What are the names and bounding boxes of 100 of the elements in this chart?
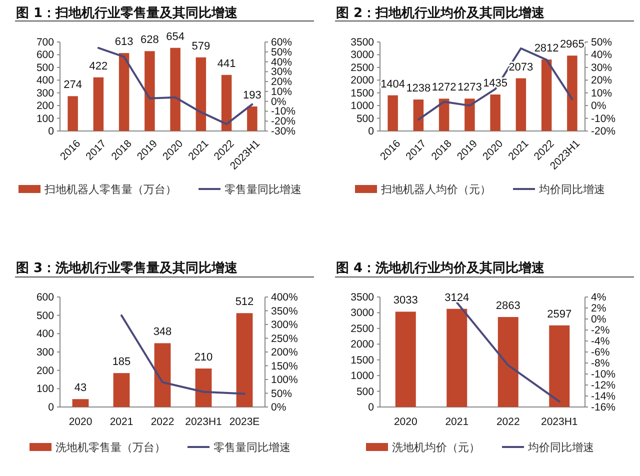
- y2-tick-label: 10%: [591, 87, 612, 100]
- x-tick-label: 2022: [496, 416, 520, 428]
- y2-tick-label: -2%: [591, 324, 610, 336]
- x-tick-label: 2023E: [229, 416, 260, 428]
- data-label: 3033: [393, 294, 418, 307]
- data-label: 43: [74, 382, 87, 394]
- bar: [498, 317, 518, 407]
- x-tick-label: 2020: [68, 416, 92, 428]
- y-tick-label: 1000: [350, 370, 374, 382]
- bar: [464, 98, 475, 131]
- x-tick-label: 2023H1: [540, 416, 578, 428]
- y-tick-label: 400: [36, 328, 54, 340]
- bar: [549, 325, 570, 407]
- x-tick-label: 2021: [110, 416, 134, 428]
- data-label: 579: [192, 40, 210, 52]
- y-tick-label: 3500: [350, 36, 374, 48]
- chart-title: 图 3：洗地机行业零售量及其同比增速: [16, 261, 239, 276]
- y-tick-label: 500: [36, 310, 54, 322]
- legend-label: 扫地机器人零售量（万台）: [44, 183, 176, 196]
- x-tick-label: 2020: [394, 416, 418, 428]
- data-label: 274: [64, 79, 82, 92]
- y2-tick-label: 10%: [271, 86, 292, 98]
- y-tick-label: 3000: [350, 49, 374, 62]
- y2-tick-label: 250%: [271, 332, 298, 345]
- bar: [567, 56, 578, 131]
- y2-tick-label: 30%: [591, 62, 612, 74]
- y2-tick-label: 350%: [271, 305, 298, 318]
- y2-tick-label: 60%: [271, 36, 292, 48]
- bar: [388, 95, 398, 131]
- legend-label: 均价同比增速: [527, 441, 594, 454]
- y2-tick-label: 100%: [271, 374, 298, 386]
- bar: [395, 312, 416, 407]
- data-label: 613: [114, 36, 134, 48]
- data-label: 210: [194, 352, 213, 364]
- y-tick-label: 2000: [350, 74, 374, 87]
- y2-tick-label: 30%: [271, 66, 292, 78]
- y2-tick-label: -10%: [591, 368, 616, 380]
- y-tick-label: 200: [36, 100, 54, 112]
- x-tick-label: 2023H1: [185, 416, 222, 428]
- y2-tick-label: 20%: [591, 74, 612, 87]
- y-tick-label: 300: [36, 346, 54, 358]
- data-label: 441: [217, 58, 236, 70]
- bar: [72, 399, 89, 407]
- y2-tick-label: 50%: [271, 46, 292, 58]
- y2-tick-label: -8%: [591, 358, 610, 370]
- chart-title: 图 4：洗地机行业均价及其同比增速: [336, 261, 546, 276]
- bar: [68, 96, 78, 131]
- y-tick-label: 100: [36, 383, 54, 396]
- bar: [541, 59, 552, 131]
- bar: [446, 308, 468, 407]
- data-label: 512: [235, 296, 254, 308]
- y2-tick-label: 0%: [271, 96, 286, 108]
- chart-title: 图 1：扫地机行业零售量及其同比增速: [16, 6, 239, 21]
- data-label: 2073: [508, 61, 534, 74]
- y2-tick-label: 0%: [271, 402, 286, 414]
- y2-tick-label: 0%: [591, 314, 606, 326]
- data-label: 1404: [380, 78, 406, 90]
- y-tick-label: 300: [36, 87, 54, 100]
- legend-label: 扫地机器人均价（元）: [380, 183, 491, 196]
- y-tick-label: 3500: [350, 292, 374, 304]
- data-label: 2863: [496, 300, 520, 312]
- y-tick-label: 1500: [350, 87, 374, 100]
- x-tick-label: 2022: [150, 416, 174, 428]
- bar: [113, 373, 130, 407]
- y-tick-label: 2500: [350, 62, 374, 74]
- bar: [170, 48, 180, 131]
- data-label: 2597: [547, 308, 572, 320]
- y-tick-label: 3000: [350, 307, 374, 320]
- y-tick-label: 600: [36, 292, 54, 304]
- y2-tick-label: -6%: [591, 346, 610, 358]
- bar: [247, 106, 258, 131]
- legend-label: 零售量同比增速: [214, 441, 290, 454]
- x-tick-label: 2021: [445, 416, 469, 428]
- y2-tick-label: 4%: [591, 292, 606, 304]
- data-label: 628: [140, 34, 159, 46]
- bar: [195, 368, 212, 407]
- data-label: 185: [112, 356, 131, 368]
- chart-title: 图 2：扫地机行业均价及其同比增速: [336, 6, 546, 21]
- data-label: 1238: [406, 82, 431, 95]
- legend-label: 零售量同比增速: [224, 183, 302, 196]
- y2-tick-label: -4%: [591, 336, 610, 348]
- y2-tick-label: -10%: [271, 106, 296, 118]
- bar: [490, 94, 500, 131]
- data-label: 422: [89, 60, 108, 72]
- y2-tick-label: -20%: [591, 126, 616, 138]
- y2-tick-label: 50%: [271, 388, 292, 400]
- y-tick-label: 500: [36, 62, 54, 74]
- y2-tick-label: 20%: [271, 76, 292, 88]
- data-label: 1272: [432, 82, 456, 94]
- data-label: 1273: [457, 82, 482, 94]
- y-tick-label: 0: [48, 126, 54, 138]
- y2-tick-label: 0%: [591, 100, 606, 112]
- y-tick-label: 700: [36, 36, 54, 48]
- y2-tick-label: -16%: [591, 402, 616, 414]
- legend-label: 洗地机均价（元）: [392, 441, 480, 454]
- data-label: 193: [243, 89, 262, 102]
- bar: [118, 53, 130, 131]
- y2-tick-label: 40%: [591, 49, 612, 62]
- data-label: 348: [153, 326, 172, 338]
- bar: [236, 313, 253, 407]
